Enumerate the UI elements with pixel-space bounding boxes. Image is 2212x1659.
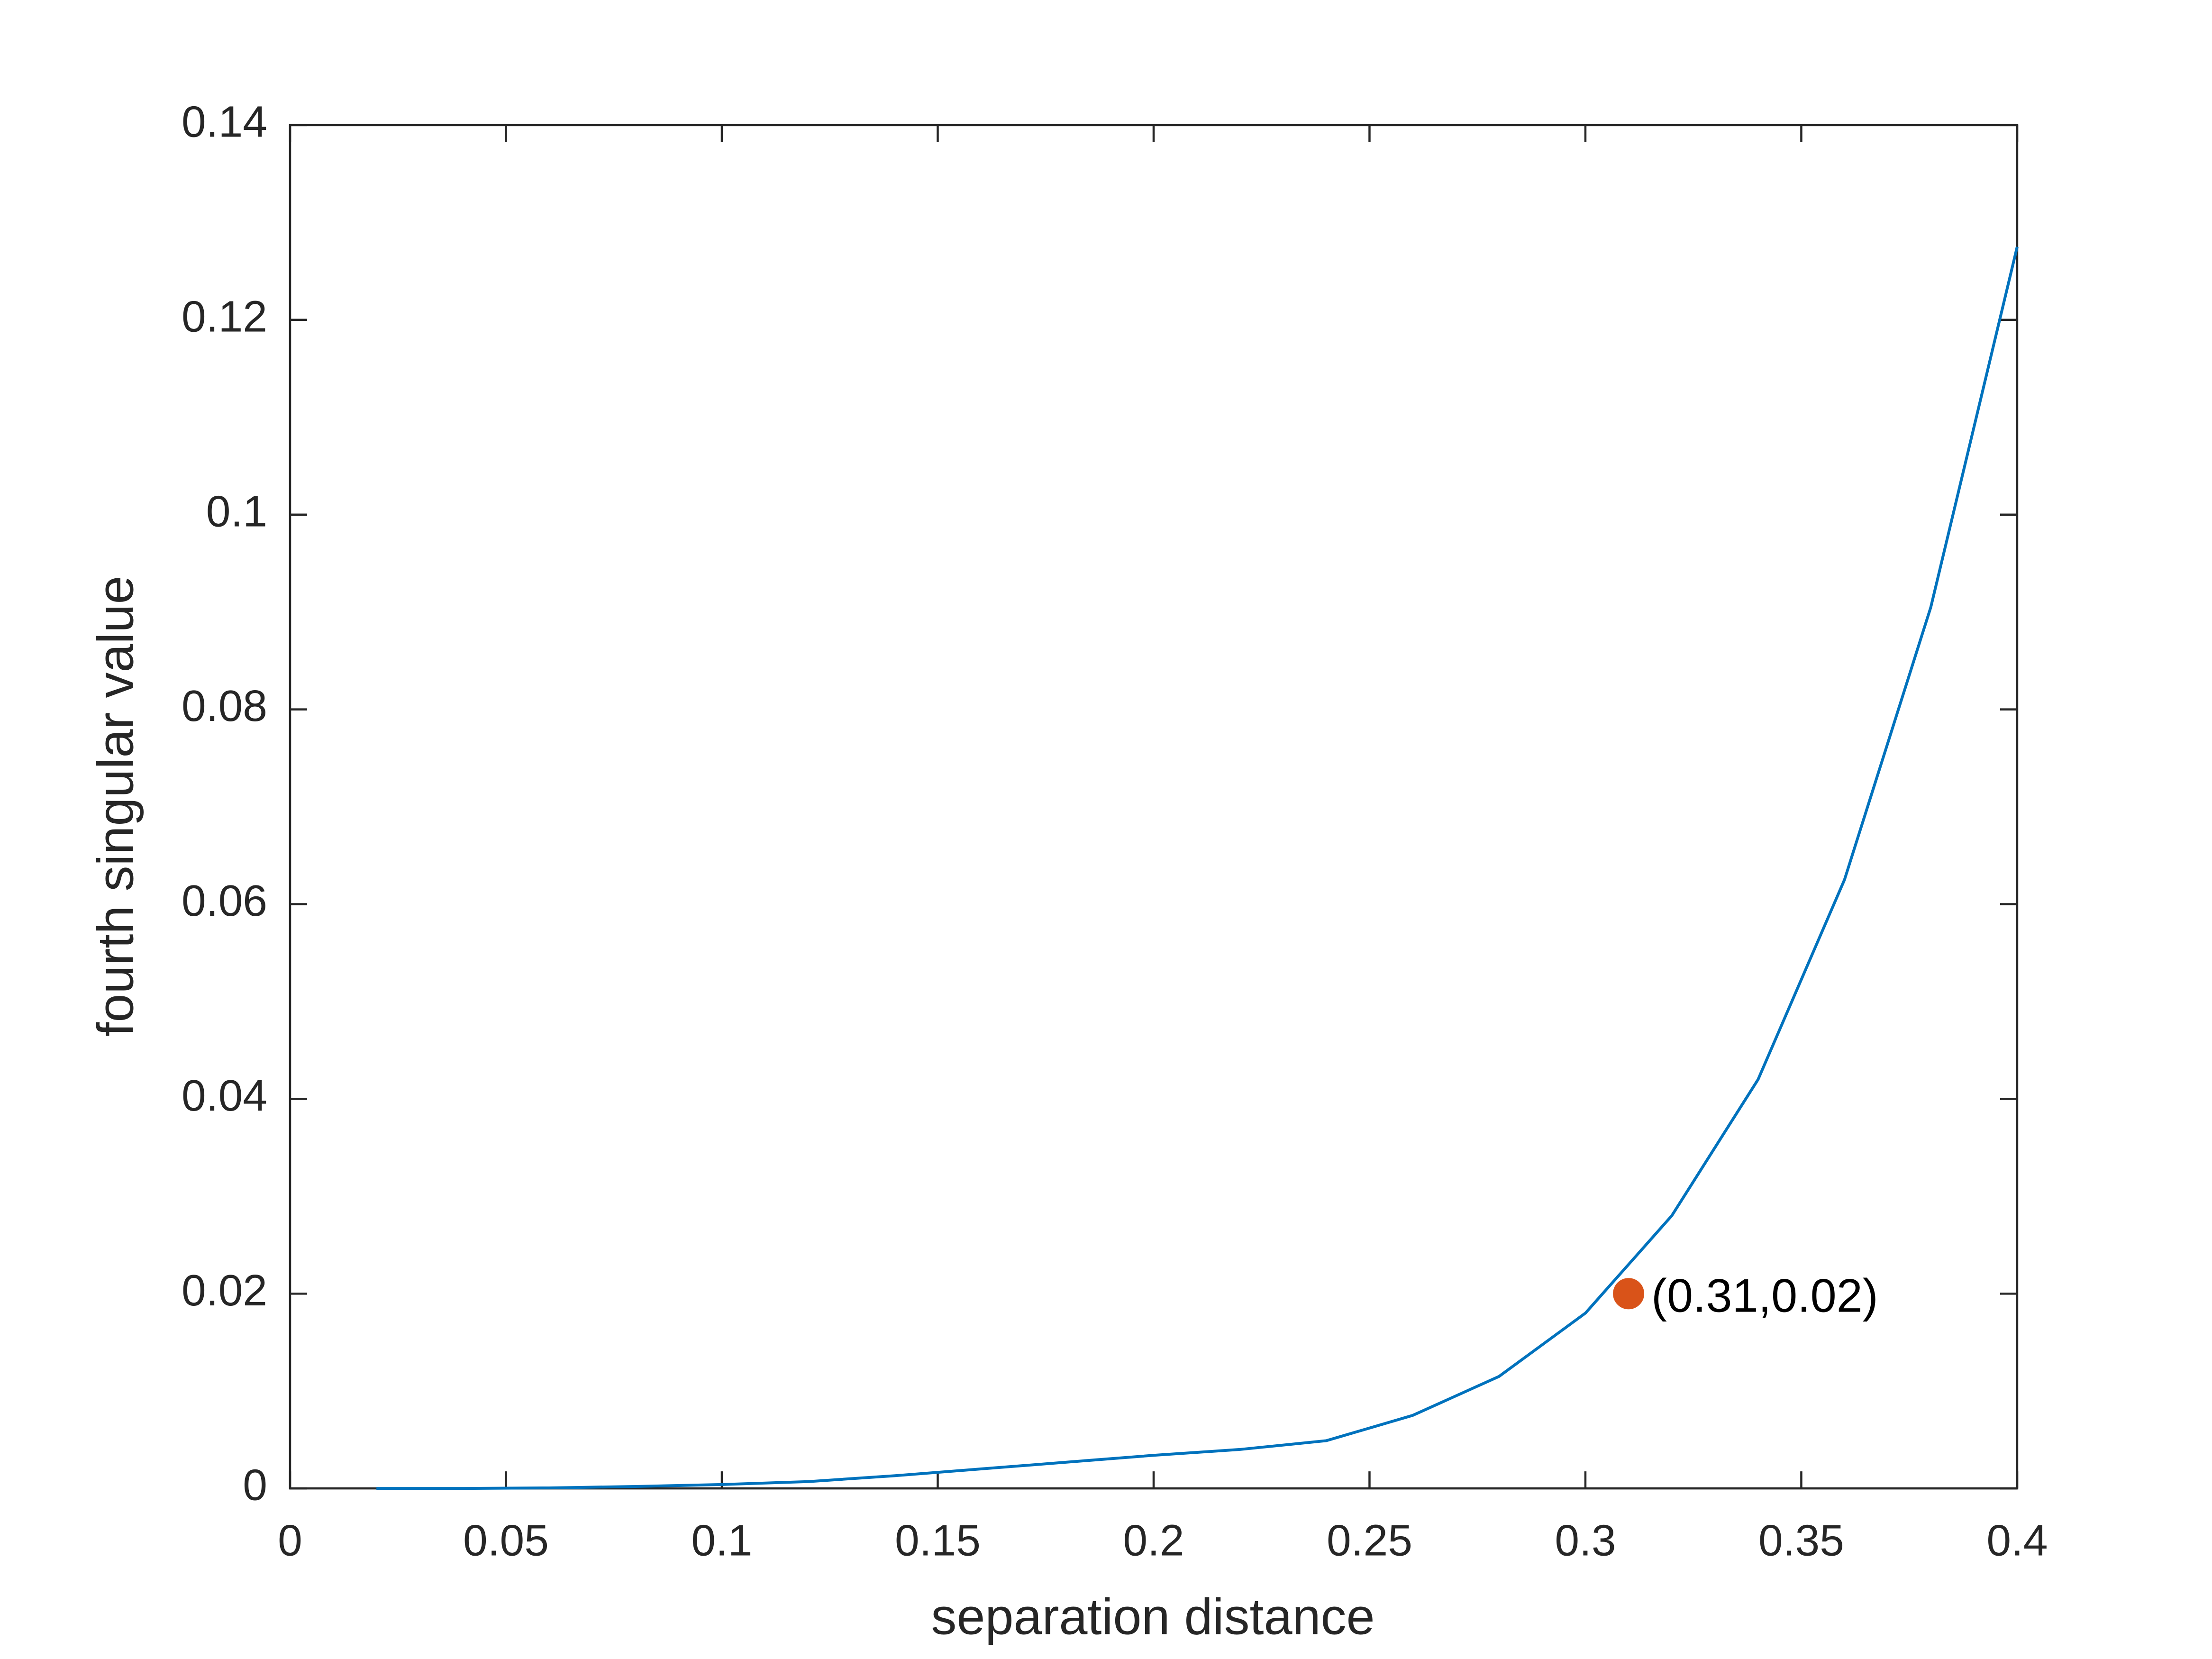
y-axis-label: fourth singular value bbox=[87, 575, 144, 1036]
x-tick-label: 0.3 bbox=[1555, 1516, 1616, 1565]
y-tick-label: 0.12 bbox=[182, 292, 267, 341]
y-tick-label: 0.14 bbox=[182, 97, 267, 146]
y-tick-label: 0.04 bbox=[182, 1071, 267, 1120]
x-tick-label: 0.1 bbox=[691, 1516, 752, 1565]
x-tick-label: 0.05 bbox=[463, 1516, 549, 1565]
annotation-label: (0.31,0.02) bbox=[1651, 1269, 1878, 1322]
y-tick-label: 0.08 bbox=[182, 681, 267, 730]
y-tick-label: 0.06 bbox=[182, 876, 267, 925]
x-tick-label: 0.35 bbox=[1758, 1516, 1844, 1565]
x-tick-label: 0.15 bbox=[895, 1516, 981, 1565]
x-tick-label: 0 bbox=[278, 1516, 302, 1565]
x-tick-label: 0.4 bbox=[1986, 1516, 2048, 1565]
x-tick-label: 0.25 bbox=[1327, 1516, 1412, 1565]
y-tick-label: 0.1 bbox=[206, 486, 267, 536]
y-tick-label: 0 bbox=[243, 1460, 267, 1510]
x-axis-label: separation distance bbox=[931, 1588, 1375, 1645]
x-tick-label: 0.2 bbox=[1123, 1516, 1184, 1565]
annotation-point bbox=[1613, 1278, 1645, 1310]
plot-box bbox=[289, 124, 2019, 1490]
line bbox=[376, 246, 2019, 1490]
y-tick-label: 0.02 bbox=[182, 1266, 267, 1315]
